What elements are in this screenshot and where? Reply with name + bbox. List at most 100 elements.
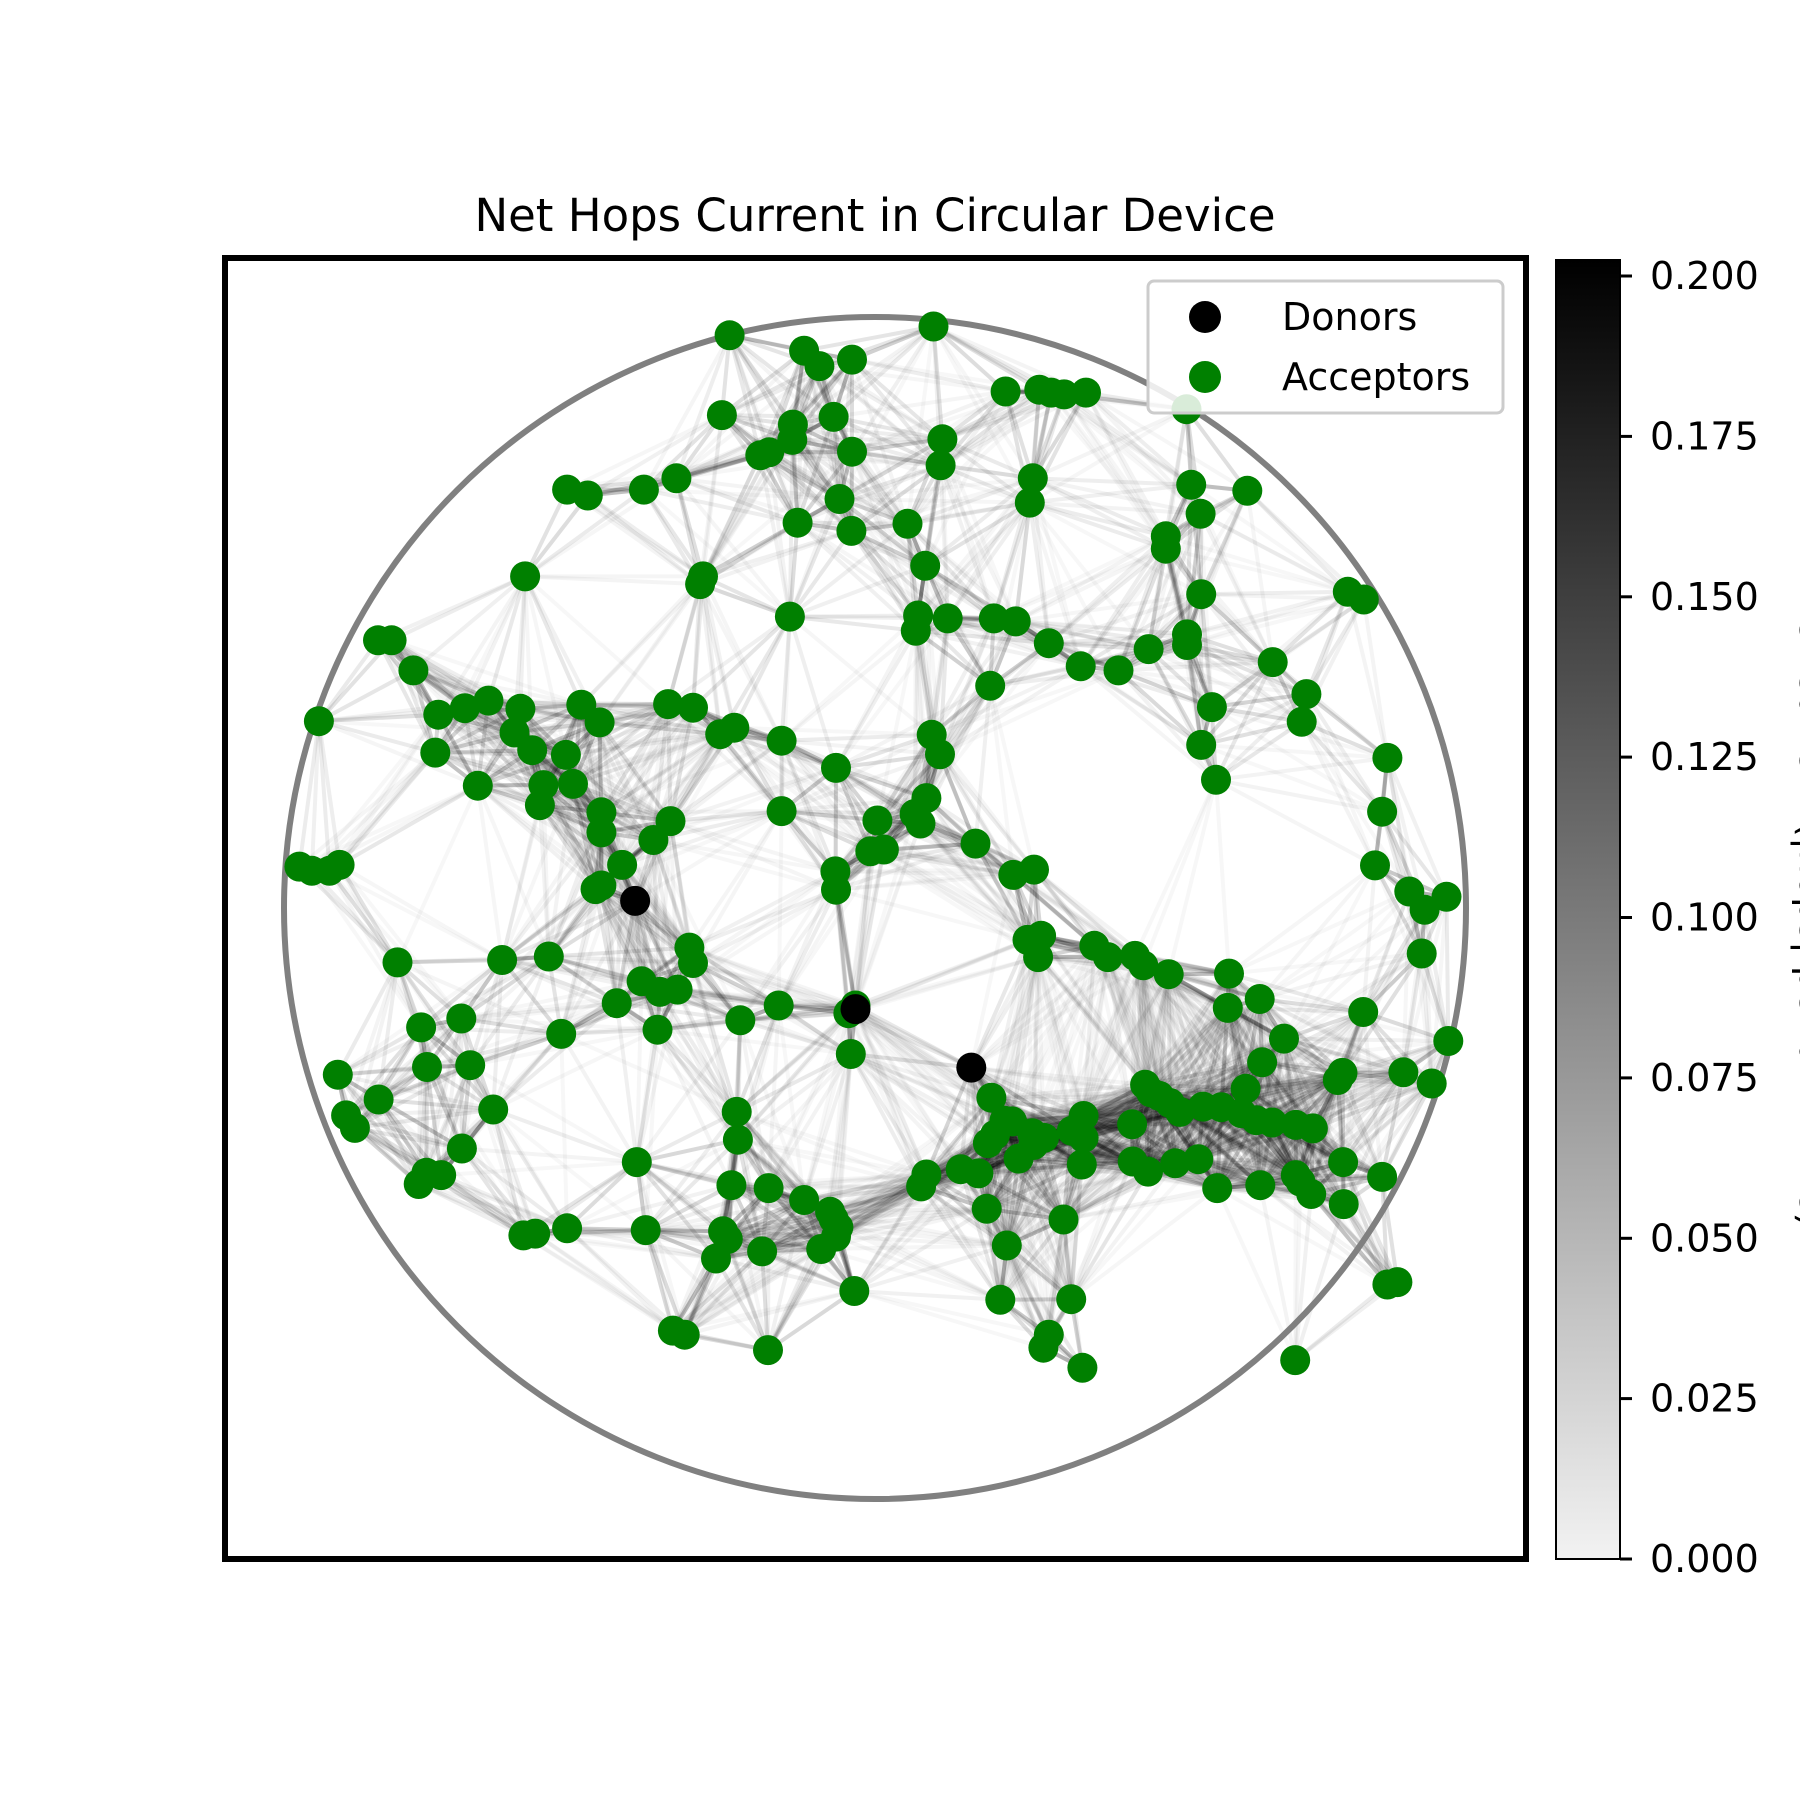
current-edge (1341, 1039, 1449, 1075)
current-edge (460, 1016, 562, 1036)
current-edge (1048, 641, 1188, 647)
acceptor-point (1186, 579, 1217, 610)
current-edge (788, 529, 854, 618)
acceptor-point (1367, 796, 1398, 827)
current-edge (1211, 705, 1303, 724)
current-edge (1080, 1091, 1153, 1166)
current-edge (1185, 643, 1303, 724)
current-edge (352, 961, 400, 1129)
current-edge (699, 529, 853, 586)
current-edge (1029, 500, 1167, 539)
current-edge (779, 616, 792, 741)
current-edge (645, 1198, 805, 1233)
current-edge (310, 869, 399, 964)
current-edge (779, 811, 782, 1005)
current-edge (1257, 998, 1315, 1130)
current-edge (854, 1003, 973, 1070)
current-edge (376, 962, 400, 1100)
current-edge (1270, 1010, 1365, 1124)
current-edge (914, 501, 1032, 633)
current-edge (1305, 692, 1389, 760)
current-edge (501, 899, 636, 962)
acceptor-point (945, 1154, 976, 1185)
current-edge (1164, 547, 1275, 664)
acceptor-point (1348, 584, 1379, 615)
current-edge (651, 839, 680, 990)
current-edge (1036, 956, 1086, 1117)
current-edge (1178, 1110, 1302, 1184)
acceptor-point (1071, 377, 1101, 408)
acceptor-point (1372, 742, 1403, 773)
acceptor-point (1185, 498, 1216, 529)
acceptor-point (1049, 379, 1080, 410)
current-edge (412, 668, 545, 787)
current-edge (923, 565, 934, 735)
current-edge (645, 1186, 770, 1232)
current-edge (916, 465, 943, 616)
current-edge (633, 900, 660, 1031)
current-edge (1341, 1011, 1366, 1163)
current-edge (674, 334, 732, 479)
current-edge (938, 753, 1016, 876)
acceptor-point (661, 463, 692, 494)
acceptor-point (1154, 1088, 1185, 1118)
current-edge (734, 1004, 781, 1113)
current-edge (906, 522, 996, 620)
current-edge (1219, 998, 1262, 1108)
current-edge (1309, 1192, 1389, 1286)
current-edge (344, 1026, 423, 1117)
current-edge (1166, 973, 1224, 1108)
acceptor-point (1000, 606, 1031, 637)
current-edge (616, 1001, 741, 1023)
current-edge (730, 1183, 823, 1251)
current-edge (642, 413, 724, 492)
current-edge (1118, 660, 1273, 673)
current-edge (1005, 1244, 1085, 1369)
current-edge (1200, 692, 1308, 747)
current-edge (1199, 489, 1250, 596)
current-edge (1002, 1119, 1066, 1221)
current-edge (634, 1161, 675, 1332)
current-edge (581, 702, 735, 730)
current-edge (500, 831, 603, 962)
current-edge (1082, 1006, 1229, 1118)
current-edge (546, 831, 604, 958)
acceptor-point (1068, 1122, 1099, 1153)
current-edge (1133, 954, 1224, 1109)
acceptor-point (1056, 1284, 1087, 1315)
current-edge (1282, 951, 1423, 1041)
current-edge (318, 712, 439, 724)
current-edge (309, 721, 321, 871)
current-edge (1211, 692, 1307, 710)
current-edge (688, 869, 837, 950)
plot-frame (222, 255, 1529, 1562)
current-edge (735, 1110, 806, 1202)
current-edge (599, 885, 619, 1004)
acceptor-point (1160, 1148, 1191, 1179)
current-edge (593, 888, 644, 983)
current-edge (835, 841, 977, 892)
current-edge (849, 1052, 989, 1145)
acceptor-point (1176, 469, 1207, 500)
current-edge (768, 1172, 927, 1191)
current-edge (1141, 965, 1162, 1097)
current-edge (346, 1107, 494, 1118)
current-edge (337, 1072, 494, 1112)
current-edge (620, 864, 662, 993)
current-edge (971, 1065, 1146, 1087)
current-edge (883, 841, 976, 852)
current-edge (1084, 391, 1168, 550)
current-edge (833, 733, 934, 873)
colorbar-tick-label: 0.050 (1650, 1216, 1759, 1260)
current-edge (692, 705, 837, 770)
current-edge (492, 1107, 638, 1164)
current-edge (1167, 972, 1264, 1064)
current-edge (461, 1001, 617, 1021)
acceptor-point (558, 768, 588, 799)
acceptor-point (1406, 938, 1437, 969)
current-edge (491, 1032, 563, 1111)
current-edge (1083, 1118, 1257, 1140)
current-edge (781, 809, 915, 816)
current-edge (1148, 647, 1307, 697)
current-edge (854, 1007, 993, 1100)
